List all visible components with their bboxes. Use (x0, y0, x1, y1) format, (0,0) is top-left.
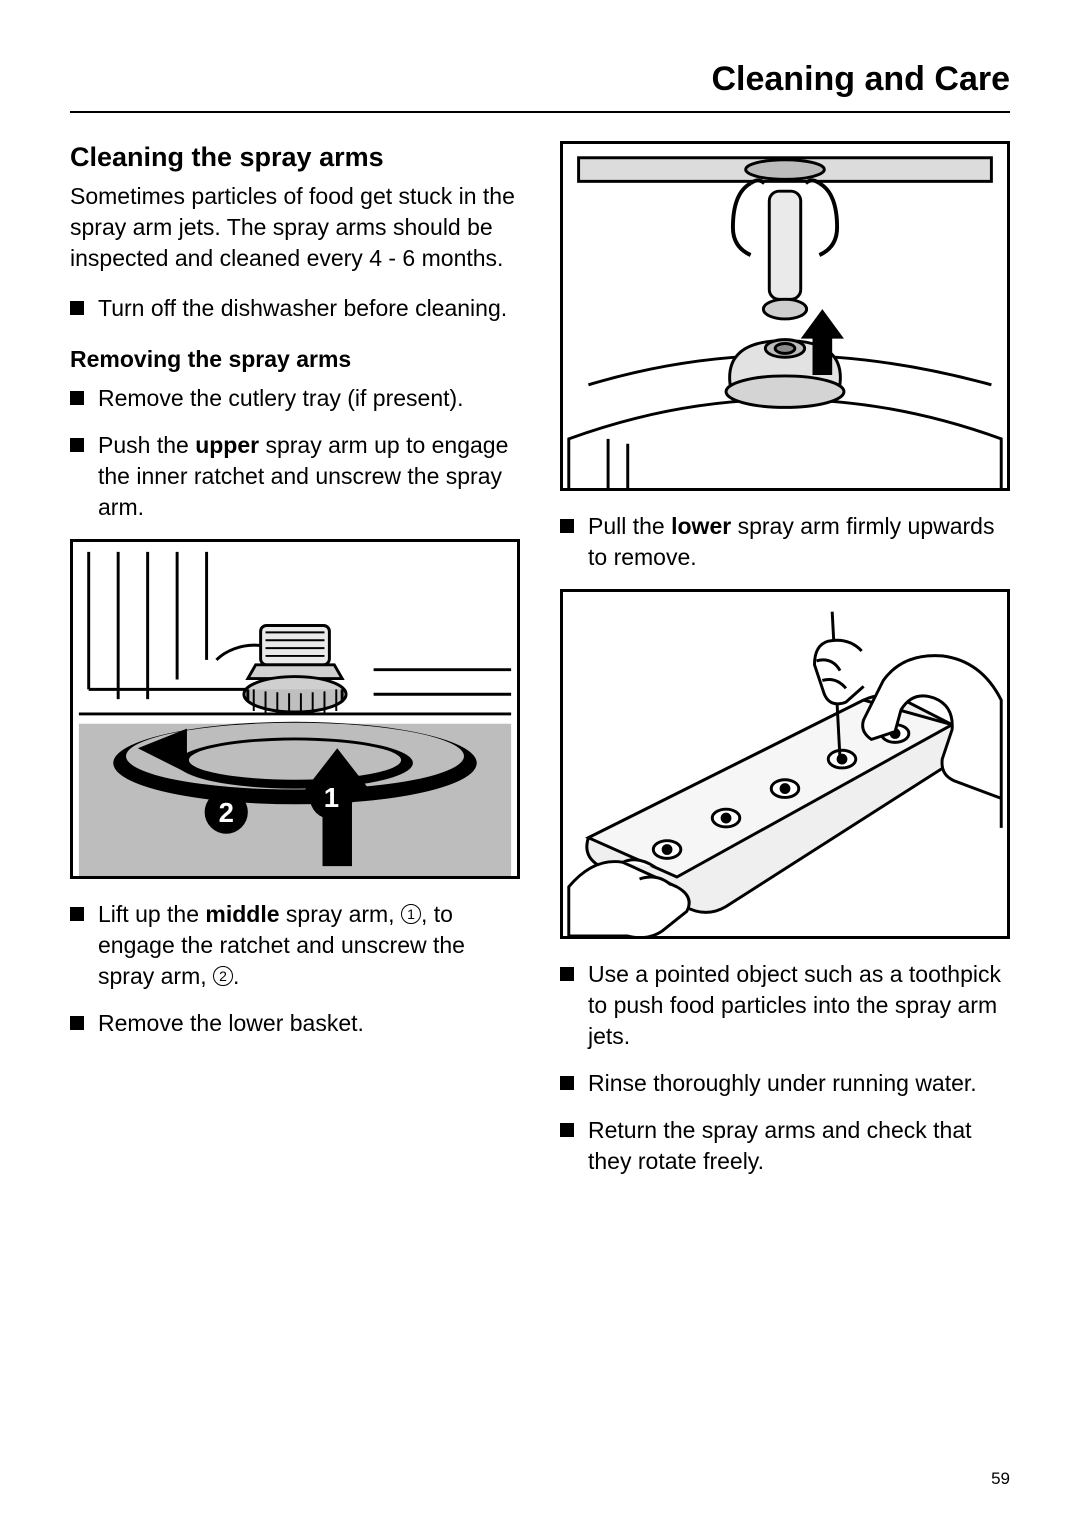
step-remove-lower-basket: Remove the lower basket. (70, 1008, 520, 1039)
bold-upper: upper (195, 432, 259, 458)
subheading-removing: Removing the spray arms (70, 346, 520, 373)
content-columns: Cleaning the spray arms Sometimes partic… (70, 141, 1010, 1193)
page-number: 59 (991, 1469, 1010, 1489)
text-fragment: Lift up the (98, 901, 205, 927)
step-toothpick: Use a pointed object such as a toothpick… (560, 959, 1010, 1052)
bold-lower: lower (671, 513, 731, 539)
instruction-list: Use a pointed object such as a toothpick… (560, 959, 1010, 1177)
step-lift-middle: Lift up the middle spray arm, 1, to enga… (70, 899, 520, 992)
text-fragment: Push the (98, 432, 195, 458)
bold-middle: middle (205, 901, 279, 927)
step-remove-cutlery: Remove the cutlery tray (if present). (70, 383, 520, 414)
instruction-list: Remove the cutlery tray (if present). Pu… (70, 383, 520, 523)
circled-2-icon: 2 (213, 966, 233, 986)
left-column: Cleaning the spray arms Sometimes partic… (70, 141, 520, 1193)
figure-label-1: 1 (324, 782, 339, 813)
right-column: Pull the lower spray arm firmly upwards … (560, 141, 1010, 1193)
step-pull-lower: Pull the lower spray arm firmly upwards … (560, 511, 1010, 573)
text-fragment: . (233, 963, 239, 989)
step-push-upper: Push the upper spray arm up to engage th… (70, 430, 520, 523)
instruction-list: Lift up the middle spray arm, 1, to enga… (70, 899, 520, 1039)
instruction-list: Turn off the dishwasher before cleaning. (70, 293, 520, 324)
step-rinse: Rinse thoroughly under running water. (560, 1068, 1010, 1099)
figure-middle-spray-arm: 1 2 (70, 539, 520, 879)
circled-1-icon: 1 (401, 904, 421, 924)
instruction-list: Pull the lower spray arm firmly upwards … (560, 511, 1010, 573)
clean-jets-toothpick-icon (563, 592, 1007, 936)
figure-clean-jets (560, 589, 1010, 939)
lower-spray-arm-pull-icon (563, 144, 1007, 488)
chapter-title: Cleaning and Care (70, 60, 1010, 113)
figure-label-2: 2 (219, 797, 234, 828)
section-heading: Cleaning the spray arms (70, 141, 520, 173)
spray-arm-unscrew-icon: 1 2 (73, 542, 517, 876)
step-return: Return the spray arms and check that the… (560, 1115, 1010, 1177)
intro-paragraph: Sometimes particles of food get stuck in… (70, 181, 520, 274)
text-fragment: spray arm, (280, 901, 401, 927)
text-fragment: Pull the (588, 513, 671, 539)
step-turn-off: Turn off the dishwasher before cleaning. (70, 293, 520, 324)
figure-lower-spray-arm (560, 141, 1010, 491)
